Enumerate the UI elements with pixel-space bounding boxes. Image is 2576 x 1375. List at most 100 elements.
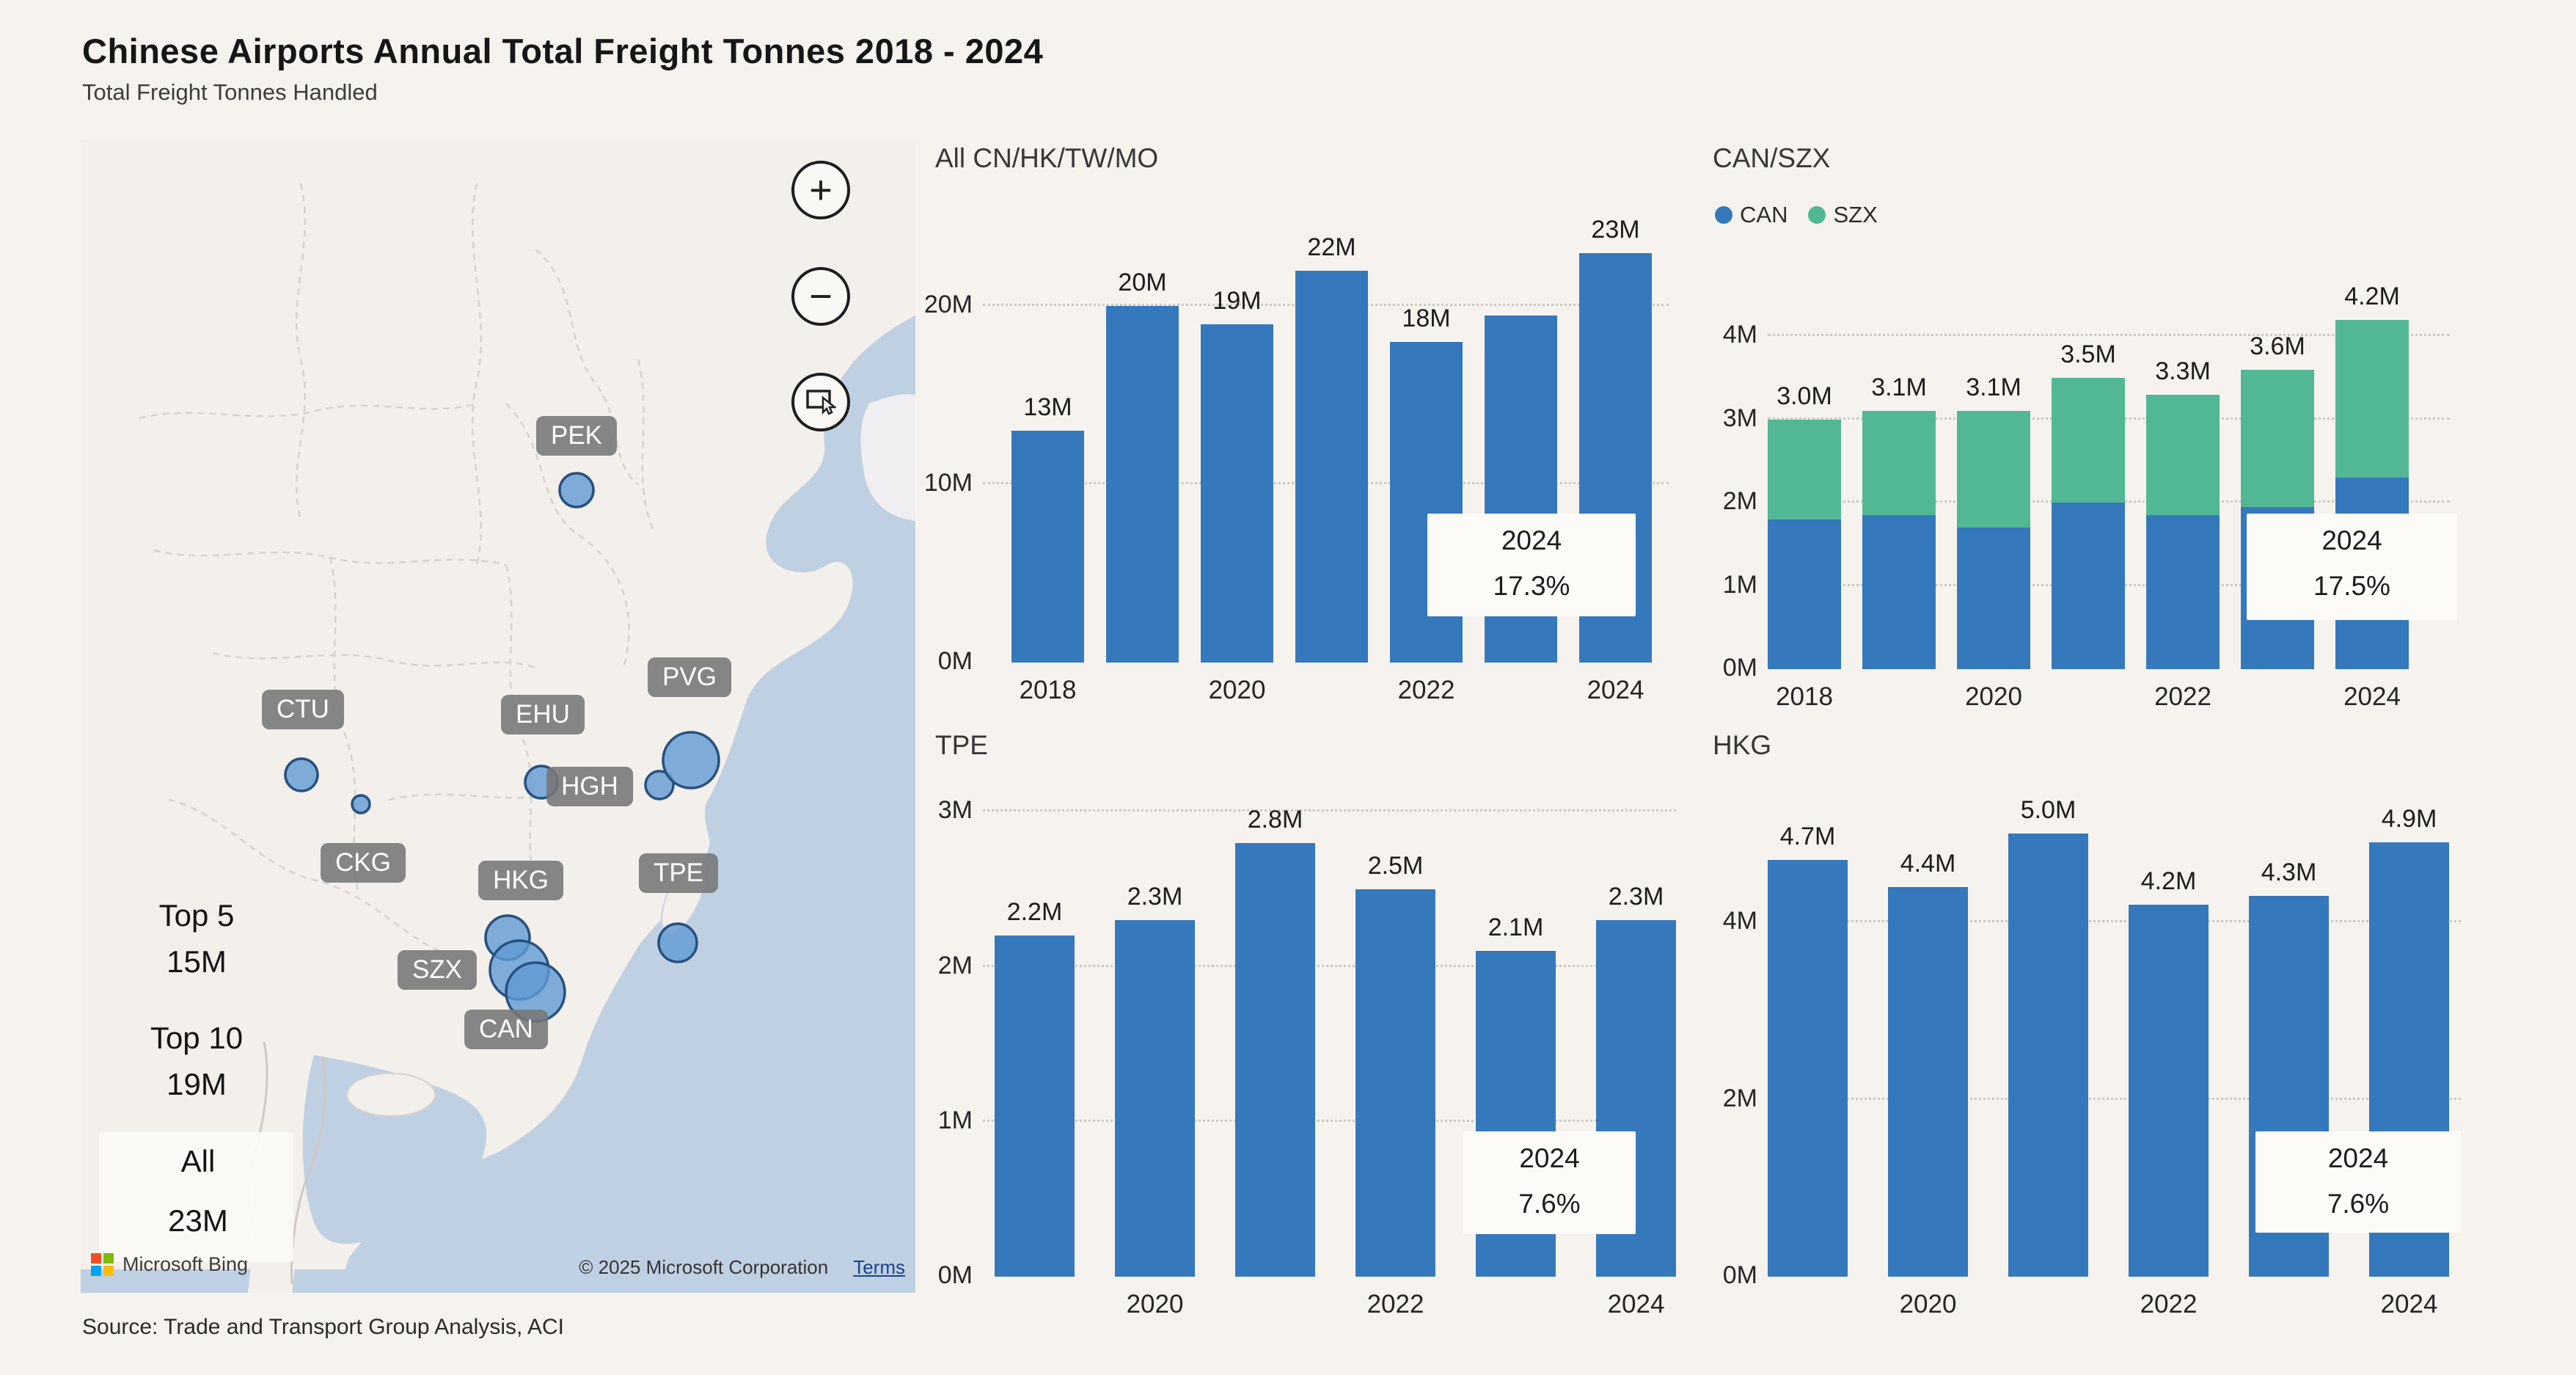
minus-icon: −	[809, 274, 833, 318]
plot-area: 0M 10M 20M 13M 20M 19M 22M 18M 23M 2018 2020 2022 20…	[924, 216, 1669, 704]
bubble-pek[interactable]	[558, 472, 595, 508]
bubble-ckg[interactable]	[351, 794, 371, 814]
y-axis-tick-label: 4M	[1722, 321, 1757, 349]
bar[interactable]	[1768, 860, 1848, 1277]
zoom-out-button[interactable]: −	[791, 267, 850, 326]
callout-2024-growth: 2024 17.5%	[2247, 514, 2457, 620]
bar-value-label: 3.1M	[1966, 373, 2021, 402]
bar-value-label: 3.0M	[1777, 382, 1832, 410]
callout-2024-growth: 2024 17.3%	[1427, 514, 1636, 616]
bing-attribution: Microsoft Bing	[91, 1253, 248, 1276]
map-label-ehu[interactable]: EHU	[501, 695, 585, 734]
x-axis-tick-label: 2018	[1776, 682, 1833, 711]
bar-segment-szx[interactable]	[1957, 411, 2030, 528]
bar-segment-can[interactable]	[1862, 515, 1936, 669]
chart-hkg: HKG 0M 2M 4M 4.7M 4.4M 5.0M 4.2M 4.3M 4.9M 2020 20…	[1709, 730, 2468, 1328]
bar-value-label: 3.3M	[2155, 357, 2211, 385]
map-label-ckg[interactable]: CKG	[321, 843, 406, 883]
bar-segment-szx[interactable]	[2052, 378, 2125, 503]
bar-segment-szx[interactable]	[2335, 319, 2409, 478]
gridline	[1768, 334, 2450, 337]
bar[interactable]	[1888, 886, 1968, 1277]
y-axis-tick-label: 20M	[923, 291, 973, 319]
bar-value-label: 19M	[1212, 286, 1262, 315]
y-axis-tick-label: 1M	[1722, 570, 1757, 599]
y-axis-tick-label: 4M	[1722, 906, 1757, 935]
map-overlay-top5-value: 15M	[167, 944, 227, 979]
bing-map[interactable]: Top 5 15M Top 10 19M All 23M PEK CTU CKG…	[81, 139, 915, 1293]
bar[interactable]	[2008, 834, 2088, 1277]
callout-2024-growth: 2024 7.6%	[2255, 1131, 2461, 1233]
map-overlay-all-value: 23M	[168, 1203, 228, 1238]
bar[interactable]	[1106, 306, 1179, 663]
bar-segment-szx[interactable]	[2146, 394, 2220, 516]
y-axis-tick-label: 10M	[923, 469, 973, 497]
bubble-hgh[interactable]	[644, 770, 675, 800]
map-label-can[interactable]: CAN	[464, 1010, 548, 1049]
bar-value-label: 4.2M	[2140, 867, 2197, 895]
bar-value-label: 2.2M	[1006, 898, 1063, 927]
bar-value-label: 2.8M	[1247, 805, 1303, 834]
x-axis-tick-label: 2024	[2380, 1290, 2438, 1319]
copyright-text: © 2025 Microsoft Corporation	[579, 1256, 829, 1278]
zoom-in-button[interactable]: +	[791, 161, 850, 219]
bar-value-label: 20M	[1118, 269, 1167, 297]
y-axis-tick-label: 2M	[1722, 1084, 1757, 1112]
bar[interactable]	[1235, 842, 1315, 1277]
bar-value-label: 4.7M	[1779, 823, 1836, 851]
y-axis-tick-label: 3M	[1722, 404, 1757, 432]
bar[interactable]	[1201, 324, 1273, 663]
bar[interactable]	[1011, 431, 1084, 663]
chart-tpe: TPE 0M 1M 2M 3M 2.2M 2.3M 2.8M 2.5M 2.1M 2.3M 2020…	[932, 730, 1691, 1328]
chart-title: TPE	[935, 730, 988, 760]
gridline	[983, 964, 1676, 967]
bubble-tpe[interactable]	[657, 922, 698, 963]
map-copyright: © 2025 Microsoft Corporation Terms	[579, 1256, 905, 1279]
map-label-ctu[interactable]: CTU	[262, 690, 344, 729]
box-select-icon	[806, 390, 836, 415]
map-label-hkg[interactable]: HKG	[478, 861, 563, 900]
map-label-pvg[interactable]: PVG	[648, 657, 731, 697]
map-label-pek[interactable]: PEK	[535, 416, 618, 456]
bar[interactable]	[1295, 270, 1368, 663]
bar[interactable]	[1355, 889, 1435, 1277]
x-axis-tick-label: 2024	[2343, 682, 2401, 711]
terms-link[interactable]: Terms	[853, 1256, 905, 1278]
y-axis-tick-label: 0M	[1722, 1261, 1757, 1289]
bar-segment-szx[interactable]	[2241, 369, 2314, 507]
bar-value-label: 3.5M	[2060, 340, 2116, 369]
bar-value-label: 23M	[1591, 215, 1640, 244]
gridline	[1768, 919, 2461, 922]
bar-segment-szx[interactable]	[1768, 419, 1841, 519]
bubble-pvg[interactable]	[662, 731, 720, 789]
map-label-tpe[interactable]: TPE	[638, 853, 719, 893]
bar-value-label: 4.4M	[1900, 849, 1956, 878]
plot-area: 0M 1M 2M 3M 2.2M 2.3M 2.8M 2.5M 2.1M 2.3M 2020 2022…	[938, 796, 1676, 1319]
bar-value-label: 2.5M	[1367, 851, 1424, 880]
x-axis-tick-label: 2022	[1397, 676, 1455, 704]
bar-segment-can[interactable]	[1957, 528, 2030, 669]
box-zoom-button[interactable]	[791, 373, 850, 431]
bar-segment-can[interactable]	[1768, 519, 1841, 669]
y-axis-tick-label: 2M	[1722, 487, 1757, 516]
map-label-hgh[interactable]: HGH	[546, 767, 633, 806]
source-note: Source: Trade and Transport Group Analys…	[82, 1315, 565, 1339]
bar-value-label: 13M	[1023, 393, 1072, 422]
legend-dot-szx	[1808, 206, 1826, 224]
bar-segment-szx[interactable]	[1862, 411, 1936, 516]
y-axis-tick-label: 0M	[937, 1261, 973, 1289]
bubble-ctu[interactable]	[284, 757, 319, 792]
map-label-szx[interactable]: SZX	[397, 950, 477, 990]
bar-segment-can[interactable]	[2146, 515, 2220, 669]
bar[interactable]	[2129, 904, 2209, 1277]
bar[interactable]	[995, 935, 1075, 1277]
y-axis-tick-label: 0M	[937, 647, 973, 675]
bar[interactable]	[1115, 920, 1195, 1277]
legend: CAN SZX	[1715, 202, 1898, 228]
x-axis-tick-label: 2020	[1208, 676, 1266, 704]
bar-segment-can[interactable]	[2052, 503, 2125, 669]
legend-label-can[interactable]: CAN	[1740, 202, 1788, 227]
legend-label-szx[interactable]: SZX	[1833, 202, 1878, 227]
microsoft-logo-icon	[91, 1253, 114, 1276]
hainan-island	[346, 1073, 436, 1117]
